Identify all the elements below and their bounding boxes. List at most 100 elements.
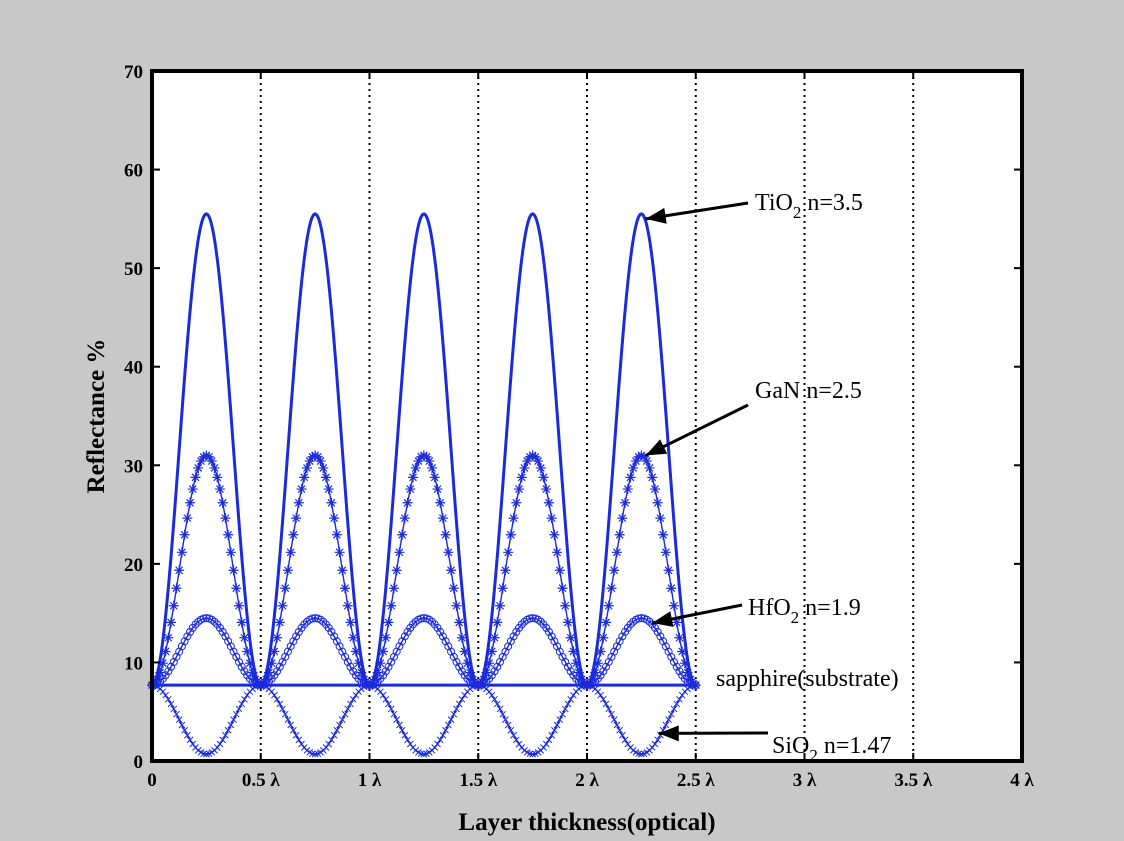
series-point (652, 497, 663, 508)
series-point (285, 547, 296, 558)
series-point (372, 667, 383, 678)
series-point (384, 662, 393, 671)
series-point (379, 671, 388, 680)
series-point (244, 658, 255, 669)
series-point (183, 731, 191, 739)
series-point (689, 682, 697, 689)
series-point (277, 600, 288, 611)
series-point (556, 716, 564, 723)
series-point (438, 632, 447, 641)
series-point (542, 740, 550, 748)
series-point (170, 705, 178, 713)
series-point (524, 451, 535, 462)
series-point (673, 700, 681, 708)
annotation-2: GaN n=2.5 (645, 378, 862, 457)
series-point (234, 600, 244, 611)
series-point (465, 667, 476, 678)
series-point (321, 472, 331, 483)
series-point (385, 700, 392, 708)
series-point (396, 721, 403, 729)
x-tick-label: 4 λ (1010, 770, 1034, 791)
series-point (493, 700, 501, 708)
series-point (178, 721, 186, 729)
series-point (330, 731, 338, 739)
series-point (390, 710, 398, 718)
series-point (183, 632, 192, 641)
series-point (338, 716, 346, 723)
series-point (284, 716, 292, 723)
series-point (405, 484, 416, 495)
series-point (379, 691, 387, 699)
annotation-label: GaN n=2.5 (755, 378, 862, 404)
series-point (418, 450, 429, 461)
x-tick-label: 3 λ (793, 770, 817, 791)
series-point (633, 451, 644, 462)
series-point (220, 513, 231, 524)
series-point (522, 456, 533, 467)
series-point (341, 710, 349, 718)
series-point (345, 617, 356, 628)
series-point (455, 700, 463, 708)
series-point (238, 700, 246, 708)
series-point (651, 740, 659, 748)
series-point (551, 726, 558, 734)
series-point (310, 450, 321, 461)
series-point (401, 731, 409, 739)
series-point (544, 627, 553, 636)
series-point (527, 450, 538, 461)
series-point (541, 484, 552, 495)
series-point (602, 662, 611, 671)
y-tick-label: 50 (124, 259, 143, 280)
series-point (535, 462, 546, 473)
series-point (311, 614, 320, 623)
series-point (160, 646, 171, 657)
series-point (533, 456, 544, 467)
series-point (186, 736, 194, 744)
series-point (625, 472, 636, 483)
series-point (270, 691, 278, 699)
series-point (450, 710, 458, 718)
series-point (200, 750, 208, 758)
series-point (307, 451, 318, 462)
series-point (268, 688, 275, 696)
series-point (383, 617, 394, 628)
series-point (636, 450, 647, 461)
series-point (186, 627, 195, 636)
series-point (515, 740, 523, 748)
series-point (363, 682, 371, 689)
series-point (175, 716, 183, 723)
series-point (592, 658, 603, 669)
series-point (337, 565, 348, 576)
series-point (512, 736, 520, 744)
series-point (670, 657, 678, 666)
series-point (187, 484, 198, 495)
series-point (486, 646, 497, 657)
x-tick-label: 1.5 λ (459, 770, 498, 791)
series-point (254, 682, 262, 689)
series-point (346, 662, 355, 671)
series-point (420, 750, 428, 758)
series-point (378, 646, 389, 657)
series-point (274, 617, 285, 628)
series-point (292, 731, 300, 739)
series-point (594, 688, 602, 696)
series-point (299, 472, 310, 483)
series-point (281, 710, 289, 718)
series-point (663, 565, 674, 576)
annotation-5: SiO2 n=1.47 (658, 725, 891, 765)
series-point (348, 632, 359, 643)
x-tick-label: 2 λ (575, 770, 599, 791)
series-point (608, 710, 615, 718)
annotation-label: HfO2 n=1.9 (748, 595, 861, 627)
series-point (655, 513, 666, 524)
y-axis-title: Reflectance % (83, 339, 110, 494)
annotation-3: HfO2 n=1.9 (651, 595, 861, 627)
series-point (296, 484, 307, 495)
series-point (343, 657, 352, 666)
series-point (167, 662, 176, 671)
series-point (611, 547, 622, 558)
series-point (179, 529, 190, 540)
series-point (429, 472, 440, 483)
series-point (354, 674, 363, 683)
series-point (403, 627, 412, 636)
